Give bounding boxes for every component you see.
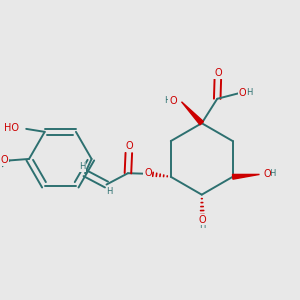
Text: O: O <box>199 215 206 225</box>
Text: H: H <box>106 187 113 196</box>
Text: O: O <box>214 68 222 78</box>
Text: HO: HO <box>4 123 19 133</box>
Text: H: H <box>246 88 253 97</box>
Text: H: H <box>269 169 275 178</box>
Text: O: O <box>125 141 133 152</box>
Polygon shape <box>232 174 260 179</box>
Polygon shape <box>182 102 203 125</box>
Text: O: O <box>263 169 271 179</box>
Text: H: H <box>199 220 206 230</box>
Text: H: H <box>164 96 170 105</box>
Text: O: O <box>144 168 152 178</box>
Text: O: O <box>239 88 246 98</box>
Text: O: O <box>1 155 8 165</box>
Text: H: H <box>79 162 85 171</box>
Text: O: O <box>169 96 177 106</box>
